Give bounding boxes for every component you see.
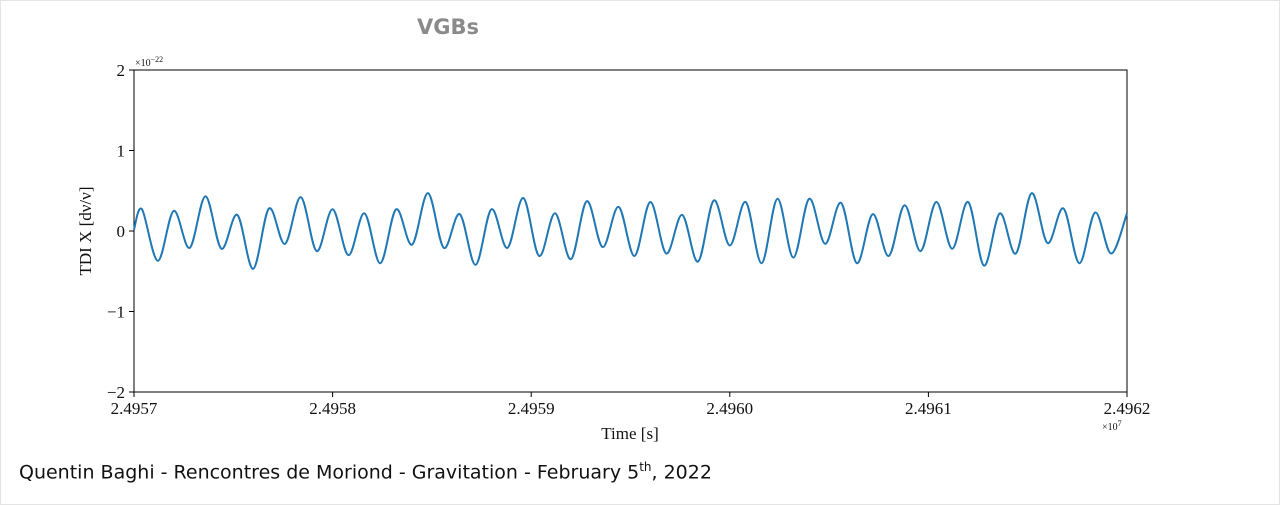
- footer-tail: , 2022: [651, 461, 712, 484]
- y-tick-label: 2: [117, 61, 126, 80]
- x-tick-label: 2.4959: [508, 399, 555, 418]
- footer-superscript: th: [639, 460, 652, 474]
- x-tick-label: 2.4961: [905, 399, 952, 418]
- x-tick-label: 2.4960: [706, 399, 753, 418]
- y-scale-exponent: −22: [151, 55, 164, 64]
- plot-frame: [133, 69, 1128, 393]
- chart-title: VGBs: [417, 15, 479, 39]
- x-axis-label: Time [s]: [601, 424, 658, 443]
- y-tick-label: −2: [107, 383, 125, 402]
- x-scale-base: ×10: [1102, 422, 1118, 433]
- y-axis-label: TDI X [dν/ν]: [76, 186, 95, 275]
- signal-line: [133, 192, 1128, 270]
- y-tick-label: 1: [117, 142, 126, 161]
- x-tick-label: 2.4962: [1104, 399, 1151, 418]
- x-tick-label: 2.4957: [111, 399, 158, 418]
- y-tick-label: 0: [117, 222, 126, 241]
- y-scale: ×10−22: [135, 55, 163, 69]
- x-scale-exponent: 7: [1118, 419, 1122, 428]
- x-scale: ×107: [1102, 419, 1122, 433]
- footer-text: Quentin Baghi - Rencontres de Moriond - …: [19, 461, 640, 484]
- y-tick-label: −1: [107, 303, 125, 322]
- y-scale-base: ×10: [135, 58, 151, 69]
- x-tick-label: 2.4958: [309, 399, 356, 418]
- footer: Quentin Baghi - Rencontres de Moriond - …: [19, 460, 712, 483]
